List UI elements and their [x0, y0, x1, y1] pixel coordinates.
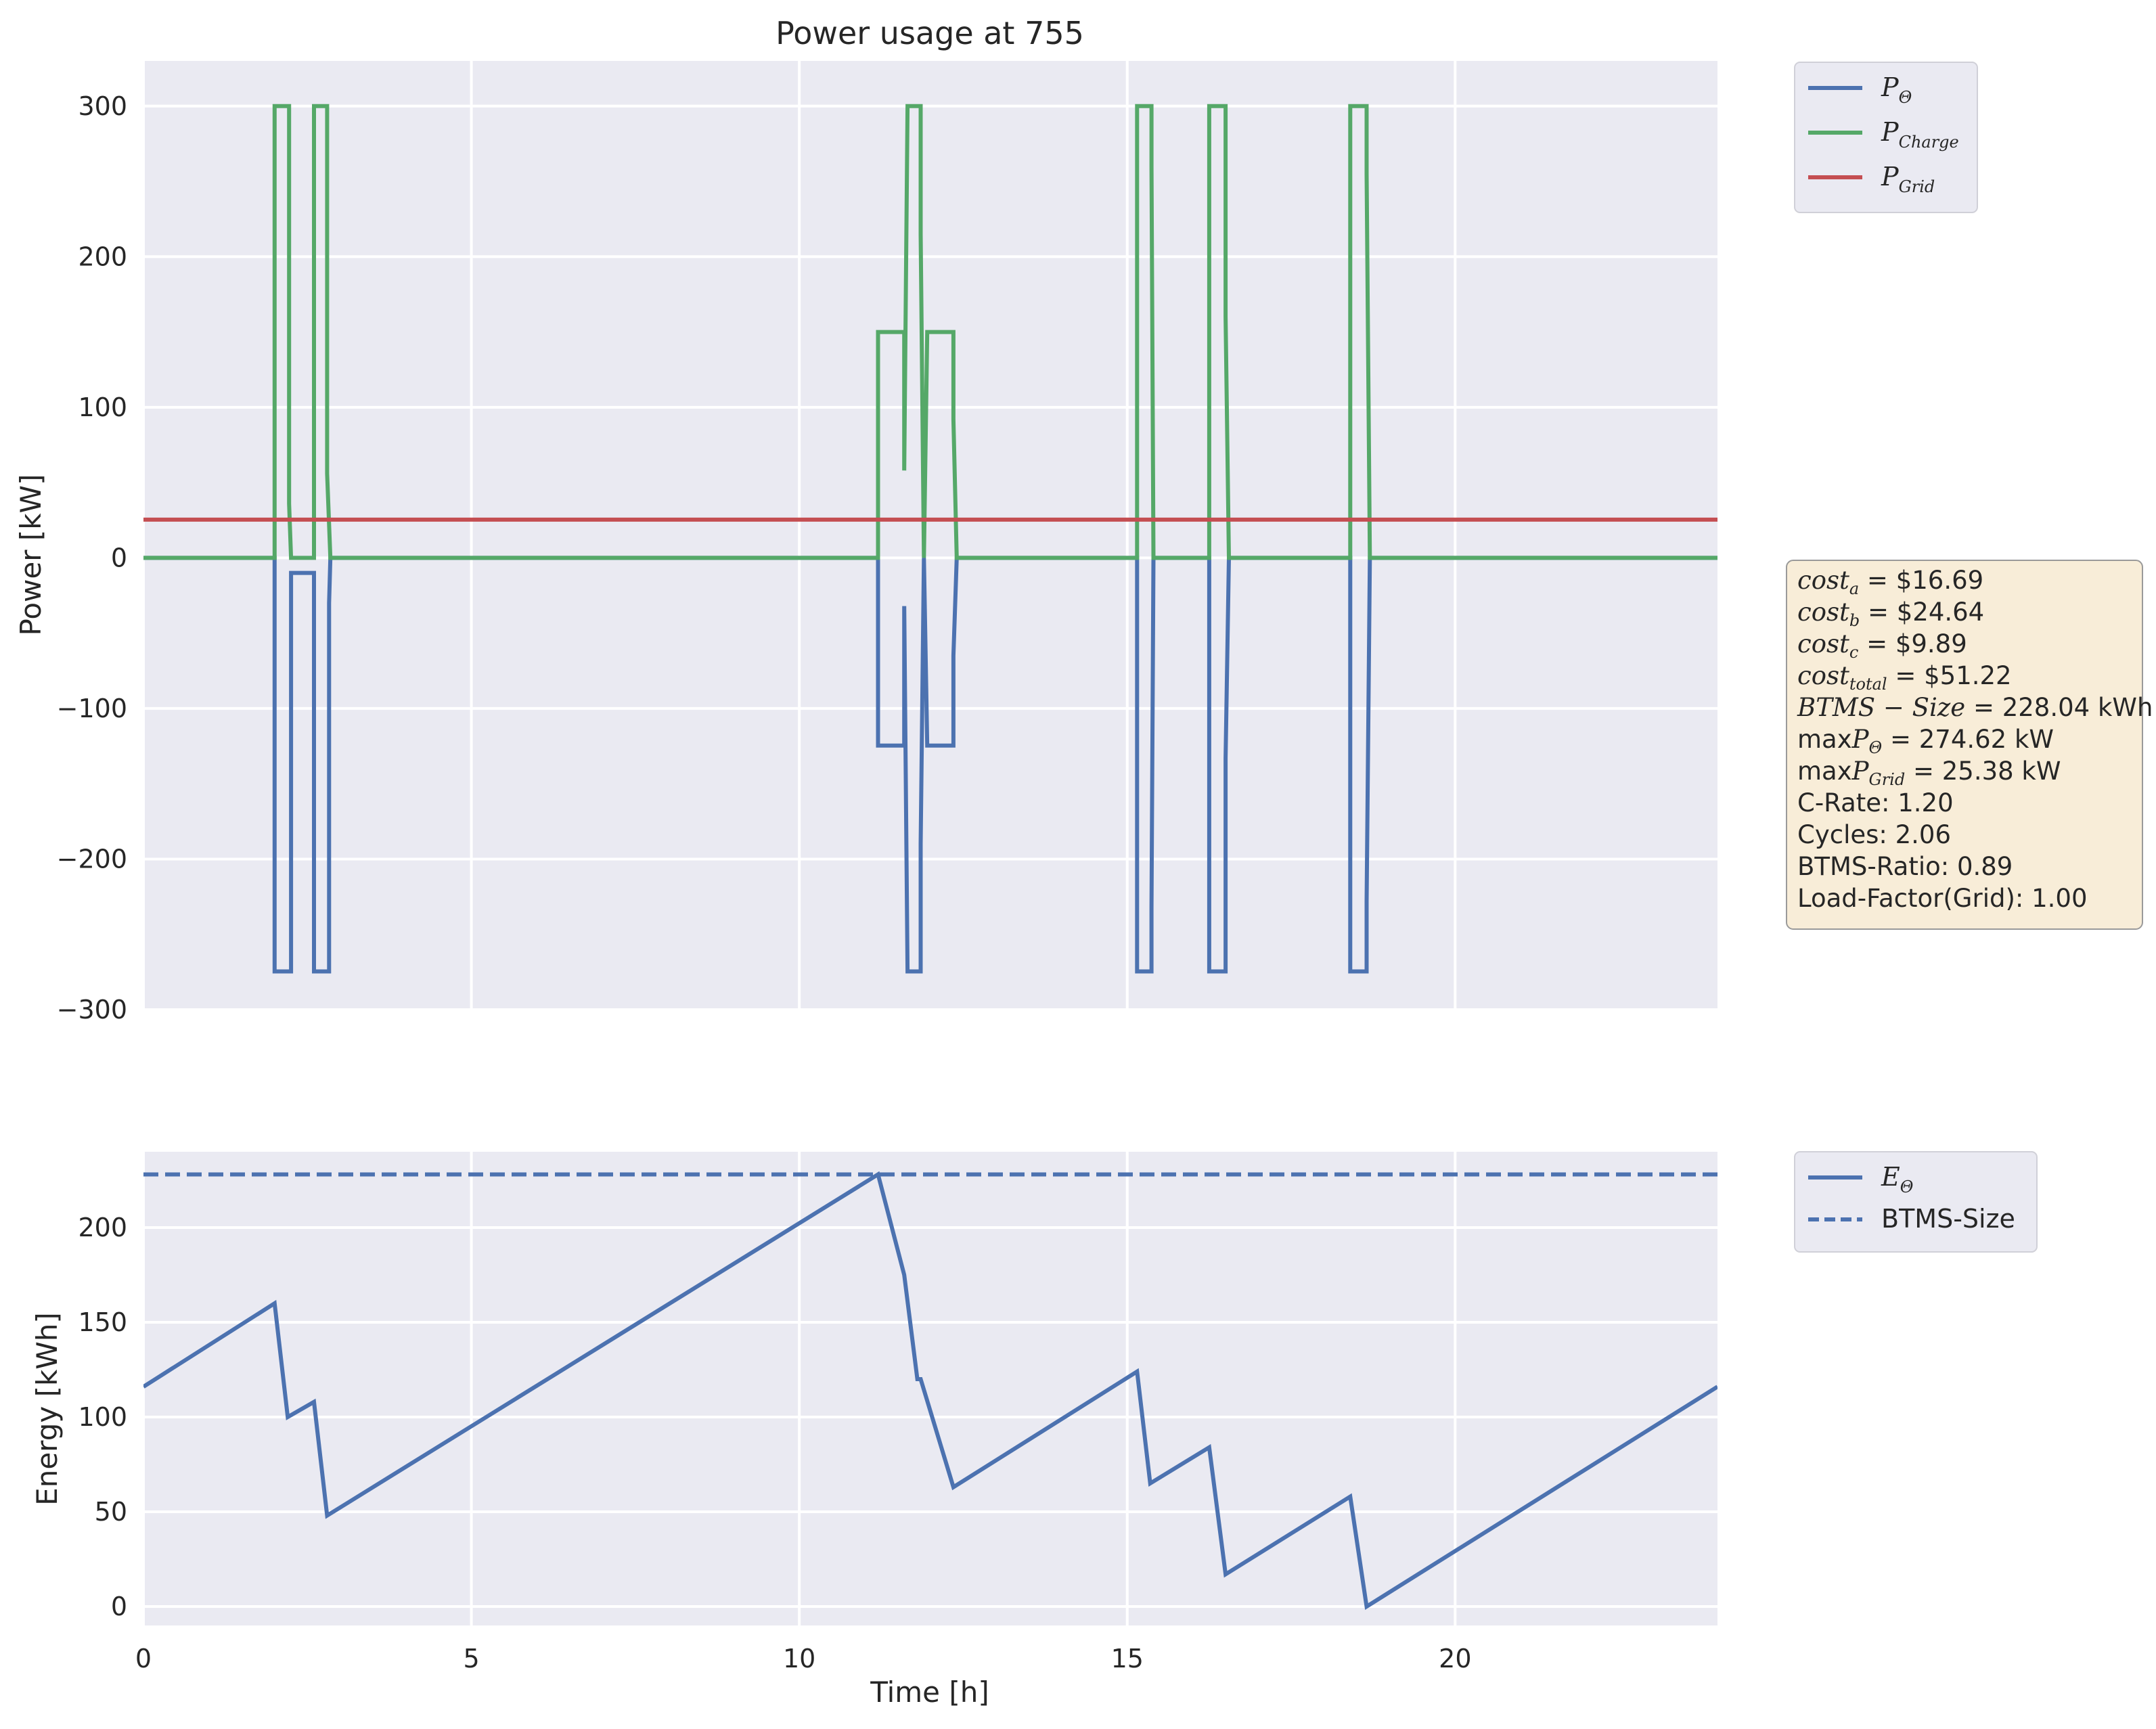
- x-tick-label: 0: [135, 1644, 152, 1674]
- legend-label: PGrid: [1881, 162, 1935, 196]
- stats-line: Load-Factor(Grid): 1.00: [1797, 884, 2088, 913]
- legend-label: EΘ: [1881, 1162, 1914, 1196]
- legend-energy: EΘ BTMS-Size: [1794, 1151, 2038, 1253]
- stats-line: C-Rate: 1.20: [1797, 788, 1954, 817]
- y-tick-label: −200: [57, 844, 127, 874]
- series-line-p: [143, 556, 1717, 974]
- y-tick-label: 200: [78, 242, 127, 271]
- x-tick-label: 10: [783, 1644, 815, 1674]
- axes-0: 300 200 100 0 −100 −200 −300: [57, 61, 1717, 1025]
- legend-label: BTMS-Size: [1881, 1204, 2015, 1234]
- legend-power-frame: [1794, 62, 1978, 213]
- stats-line: maxPΘ = 274.62 kW: [1797, 725, 2054, 757]
- series-line-pcharge: [143, 104, 1717, 560]
- y-tick-label: 300: [78, 91, 127, 121]
- y-tick-label: 50: [95, 1497, 127, 1527]
- y-tick-label: 0: [111, 543, 127, 572]
- x-tick-label: 15: [1111, 1644, 1144, 1674]
- stats-frame: [1786, 560, 2143, 930]
- energy-y-axis-label: Energy [kWh]: [30, 1312, 64, 1506]
- stats-line: costc = $9.89: [1797, 629, 1967, 662]
- y-tick-label: −300: [57, 995, 127, 1025]
- plot-area-1: [143, 1152, 1717, 1625]
- x-tick-label: 20: [1439, 1644, 1471, 1674]
- stats-line: Cycles: 2.06: [1797, 820, 1951, 849]
- y-tick-label: 100: [78, 1402, 127, 1432]
- stats-line: maxPGrid = 25.38 kW: [1797, 757, 2061, 789]
- legend-label: PΘ: [1881, 72, 1912, 107]
- chart-title: Power usage at 755: [776, 15, 1084, 51]
- y-tick-label: −100: [57, 694, 127, 723]
- x-axis-label: Time [h]: [870, 1676, 989, 1709]
- y-tick-label: 200: [78, 1213, 127, 1242]
- plot-area-0: [143, 61, 1717, 1010]
- legend-label: PCharge: [1881, 117, 1959, 152]
- axes-1: 200 150 100 50 00 5 10 15 20: [78, 1152, 1717, 1674]
- stats-line: costb = $24.64: [1797, 598, 1984, 630]
- power-y-axis-label: Power [kW]: [14, 474, 47, 636]
- stats-line: costa = $16.69: [1797, 566, 1983, 598]
- stats-line: costtotal = $51.22: [1797, 661, 2012, 694]
- stats-line: BTMS-Ratio: 0.89: [1797, 852, 2013, 881]
- x-tick-label: 5: [463, 1644, 479, 1674]
- stats-line: BTMS − Size = 228.04 kWh: [1797, 693, 2153, 722]
- series-line-e: [143, 1171, 1717, 1610]
- y-tick-label: 100: [78, 392, 127, 422]
- legend-energy-frame: [1794, 1151, 2038, 1253]
- y-tick-label: 150: [78, 1307, 127, 1337]
- legend-power: PΘ PCharge PGrid: [1794, 62, 1978, 213]
- y-tick-label: 0: [111, 1592, 127, 1621]
